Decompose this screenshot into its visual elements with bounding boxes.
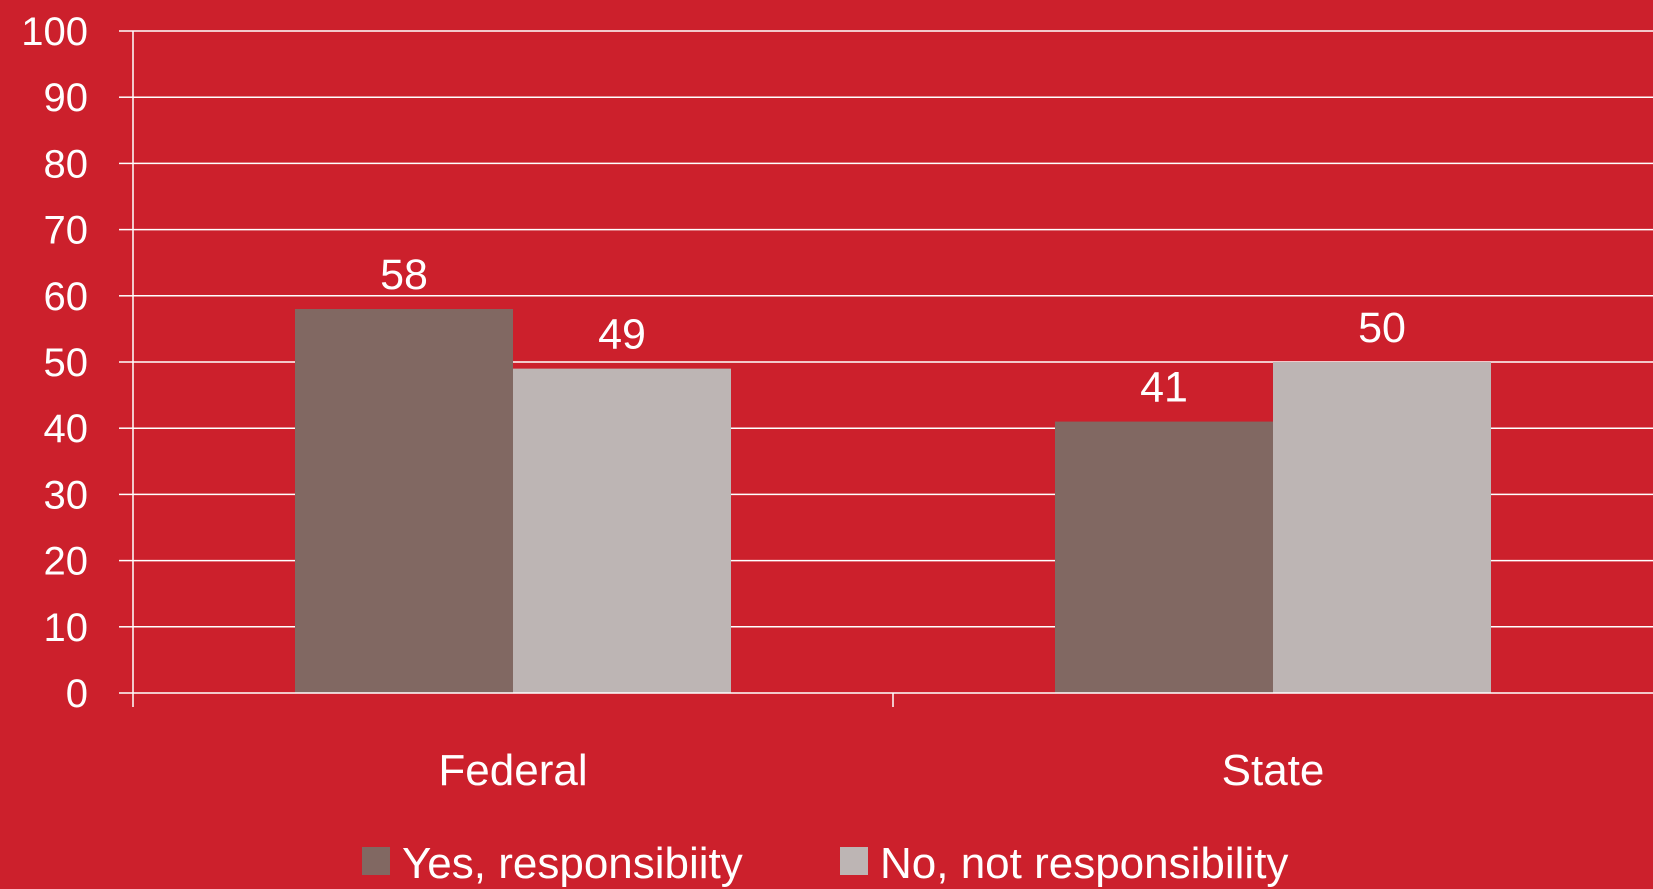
x-category-label: Federal: [438, 746, 587, 795]
bar: [295, 309, 513, 693]
bar: [1273, 362, 1491, 693]
data-label: 41: [1140, 364, 1188, 412]
y-tick-label: 70: [44, 209, 89, 253]
y-axis-ticks: 0 10 20 30 40 50 60 70 80 90 100: [21, 10, 133, 716]
y-tick-label: 60: [44, 275, 89, 319]
data-label: 50: [1358, 304, 1406, 352]
legend-swatch-yes: [362, 847, 390, 875]
legend-swatch-no: [840, 847, 868, 875]
y-tick-label: 10: [44, 606, 89, 650]
data-label: 49: [598, 311, 646, 359]
data-label: 58: [380, 251, 428, 299]
y-tick-label: 0: [66, 672, 88, 716]
legend-label-yes: Yes, responsibiity: [402, 839, 743, 888]
legend: Yes, responsibiity No, not responsibilit…: [362, 839, 1288, 888]
y-tick-label: 100: [21, 10, 88, 54]
y-tick-label: 50: [44, 341, 89, 385]
y-tick-label: 30: [44, 473, 89, 517]
x-axis-ticks: Federal State: [438, 693, 1324, 795]
y-tick-label: 20: [44, 540, 89, 584]
y-tick-label: 90: [44, 76, 89, 120]
y-tick-label: 80: [44, 142, 89, 186]
bars: [295, 309, 1491, 693]
bar: [1055, 421, 1273, 693]
y-tick-label: 40: [44, 407, 89, 451]
bar: [513, 368, 731, 693]
data-labels: 58 49 41 50: [380, 251, 1406, 412]
legend-label-no: No, not responsibility: [880, 839, 1288, 888]
x-category-label: State: [1222, 746, 1325, 795]
